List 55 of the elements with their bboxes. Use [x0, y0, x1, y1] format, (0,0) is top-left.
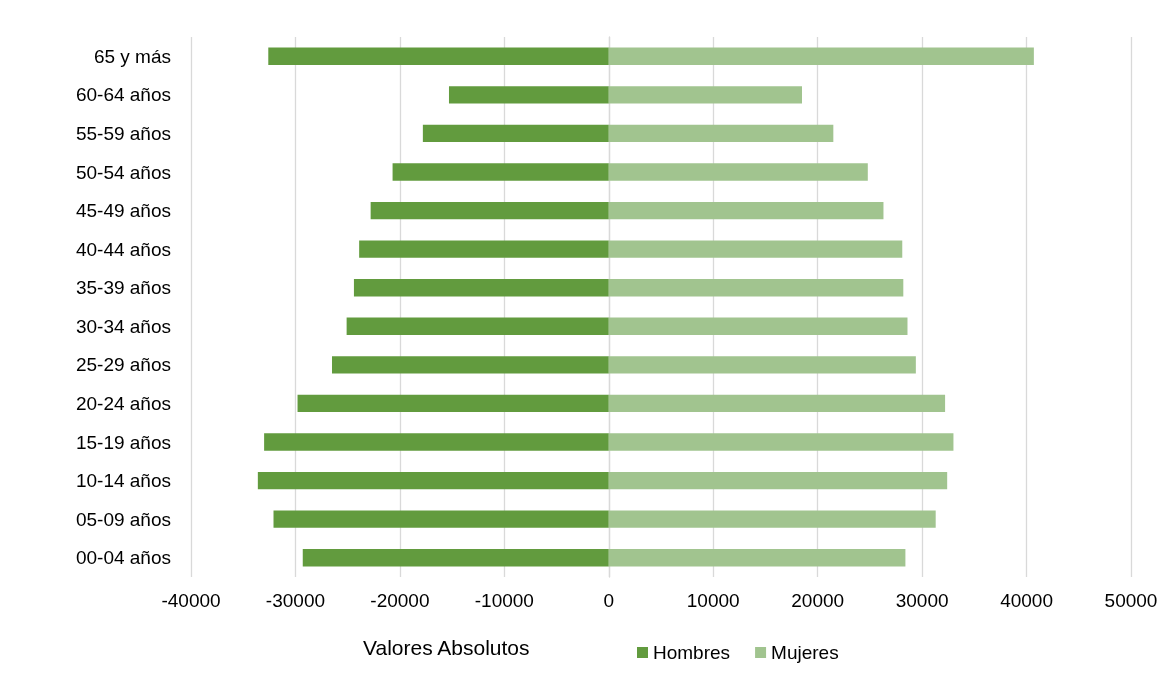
bar — [353, 279, 609, 297]
bar — [608, 86, 802, 104]
bar — [297, 394, 609, 413]
legend-label: Hombres — [653, 642, 731, 663]
x-tick-label: -10000 — [474, 590, 534, 611]
bar — [422, 124, 609, 143]
y-tick-label: 40-44 años — [75, 238, 171, 260]
bar — [346, 317, 609, 335]
x-tick-label: 40000 — [1000, 590, 1053, 611]
bar — [608, 163, 868, 181]
bar — [359, 240, 609, 258]
x-tick-label: -20000 — [370, 590, 430, 611]
bar — [608, 510, 936, 528]
bar — [332, 356, 609, 374]
bar — [608, 549, 906, 567]
bar — [268, 47, 609, 65]
y-tick-label: 10-14 años — [75, 470, 171, 492]
x-tick-label: 0 — [603, 590, 615, 611]
bar — [264, 433, 609, 451]
bar — [608, 317, 908, 335]
y-tick-label: 30-34 años — [75, 315, 171, 337]
bar — [273, 510, 609, 528]
bar — [608, 240, 903, 258]
y-tick-label: 15-19 años — [75, 431, 171, 453]
y-tick-label: 20-24 años — [75, 392, 171, 414]
x-tick-label: 20000 — [791, 590, 845, 611]
bar — [608, 201, 884, 220]
bar — [370, 201, 609, 220]
bar — [608, 394, 946, 413]
y-tick-label: 45-49 años — [75, 200, 171, 222]
bar — [448, 86, 609, 104]
y-tick-label: 05-09 años — [75, 508, 171, 530]
x-axis-title: Valores Absolutos — [363, 636, 530, 659]
y-tick-label: 35-39 años — [75, 277, 171, 299]
x-tick-label: 50000 — [1104, 590, 1158, 611]
x-tick-label: -30000 — [265, 590, 326, 611]
x-tick-label: 30000 — [895, 590, 949, 611]
y-tick-label: 25-29 años — [75, 354, 171, 376]
legend-label: Mujeres — [771, 642, 839, 663]
x-tick-label: -40000 — [161, 590, 221, 611]
bar — [302, 549, 609, 567]
bar — [608, 356, 916, 374]
y-tick-label: 50-54 años — [75, 161, 171, 183]
bar — [608, 433, 954, 451]
bar — [608, 279, 904, 297]
bar — [608, 47, 1034, 65]
y-tick-label: 60-64 años — [75, 84, 171, 106]
y-tick-label: 00-04 años — [75, 547, 171, 569]
bar — [392, 163, 609, 181]
bar — [608, 471, 948, 490]
x-tick-label: 10000 — [686, 590, 740, 611]
y-tick-label: 55-59 años — [75, 122, 171, 144]
y-tick-label: 65 y más — [93, 45, 171, 67]
bar — [608, 124, 834, 143]
bar — [257, 471, 609, 490]
